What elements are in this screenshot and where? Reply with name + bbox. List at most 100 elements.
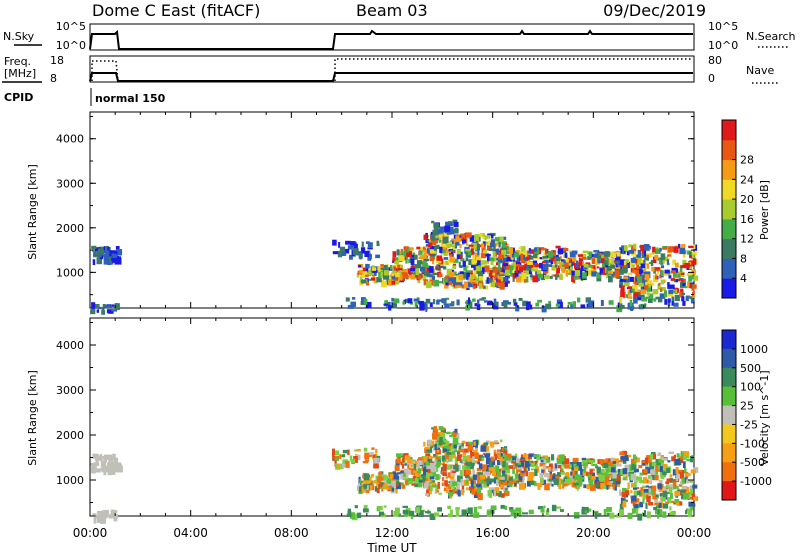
velocity-echo-cell: [433, 459, 437, 464]
power-echo-cell: [599, 253, 603, 256]
velocity-echo-cell: [421, 473, 427, 478]
velocity-echo-cell: [473, 483, 478, 487]
power-echo-cell: [570, 266, 573, 270]
velocity-echo-cell: [472, 456, 475, 463]
power-echo-cell: [497, 262, 501, 269]
power-echo-cell: [554, 264, 559, 272]
velocity-echo-cell: [541, 469, 544, 474]
velocity-echo-cell: [401, 463, 405, 469]
power-echo-cell: [627, 296, 633, 299]
velocity-echo-cell: [539, 463, 546, 467]
power-echo-cell: [659, 259, 664, 265]
velocity-echo-cell: [525, 461, 530, 468]
power-echo-cell: [655, 275, 658, 280]
power-echo-cell: [675, 262, 679, 268]
velocity-echo-cell: [447, 455, 453, 462]
velocity-echo-cell: [549, 481, 552, 486]
power-echo-cell: [523, 265, 530, 271]
velocity-echo-cell: [466, 508, 469, 513]
power-echo-cell: [587, 256, 592, 260]
velocity-echo-cell: [667, 460, 671, 463]
power-echo-cell: [512, 247, 515, 255]
power-echo-cell: [662, 287, 666, 291]
velocity-echo-cell: [476, 468, 480, 472]
velocity-echo-cell: [447, 472, 451, 478]
velocity-echo-cell: [422, 477, 426, 483]
velocity-echo-cell: [611, 464, 617, 467]
velocity-echo-cell: [453, 433, 460, 439]
power-echo-cell: [362, 267, 369, 273]
power-echo-cell: [568, 270, 574, 274]
power-echo-cell: [547, 264, 553, 267]
velocity-echo-cell: [622, 454, 629, 462]
velocity-echo-cell: [636, 476, 642, 481]
velocity-echo-cell: [365, 485, 369, 491]
power-echo-cell: [90, 309, 96, 315]
power-echo-cell: [468, 281, 473, 288]
power-echo-cell: [495, 301, 499, 307]
velocity-echo-cell: [460, 469, 467, 477]
velocity-echo-cell: [646, 495, 651, 502]
velocity-echo-cell: [450, 483, 455, 491]
velocity-echo-cell: [437, 458, 441, 464]
power-echo-cell: [408, 247, 414, 251]
power-echo-cell: [434, 239, 438, 244]
power-echo-cell: [480, 243, 485, 249]
velocity-echo-cell: [520, 480, 525, 484]
power-echo-cell: [485, 253, 491, 257]
velocity-echo-cell: [498, 481, 502, 485]
velocity-echo-cell: [622, 487, 627, 492]
power-echo-cell: [605, 270, 610, 276]
power-echo-cell: [590, 267, 595, 271]
power-echo-cell: [661, 265, 665, 269]
power-echo-cell: [403, 257, 407, 261]
velocity-echo-cell: [625, 464, 630, 471]
power-echo-cell: [681, 296, 685, 302]
power-colorbar-swatch: [722, 238, 736, 259]
power-echo-cell: [373, 266, 380, 270]
velocity-echo-cell: [692, 484, 698, 489]
velocity-echo-cell: [493, 449, 497, 453]
power-echo-cell: [94, 247, 101, 253]
velocity-echo-cell: [466, 487, 469, 491]
velocity-echo-cell: [364, 452, 370, 460]
freq-left-label-2: [MHz]: [4, 67, 36, 80]
velocity-echo-cell: [374, 486, 378, 492]
velocity-echo-cell: [480, 445, 487, 452]
power-echo-cell: [441, 244, 448, 251]
velocity-echo-cell: [548, 463, 553, 468]
velocity-echo-cell: [612, 472, 617, 479]
power-echo-cell: [489, 270, 494, 276]
velocity-echo-cell: [503, 491, 510, 496]
velocity-echo-cell: [570, 479, 576, 483]
velocity-echo-cell: [685, 479, 690, 484]
power-echo-cell: [502, 257, 509, 263]
velocity-colorbar-swatch: [722, 386, 736, 407]
power-echo-cell: [489, 257, 495, 262]
velocity-echo-cell: [472, 470, 475, 477]
power-echo-cell: [469, 280, 476, 283]
velocity-echo-cell: [545, 509, 549, 516]
power-echo-cell: [492, 267, 498, 273]
power-echo-cell: [588, 251, 592, 258]
noise-right-label: N.Search: [746, 30, 796, 43]
power-echo-cell: [601, 272, 607, 275]
velocity-echo-cell: [507, 483, 513, 486]
power-echo-cell: [449, 272, 455, 279]
power-echo-cell: [440, 241, 447, 248]
power-echo-cell: [556, 268, 560, 274]
velocity-echo-cell: [660, 496, 666, 502]
velocity-echo-cell: [609, 512, 615, 519]
velocity-echo-cell: [364, 459, 369, 462]
velocity-echo-cell: [446, 486, 449, 494]
power-echo-cell: [526, 256, 531, 260]
velocity-echo-cell: [383, 505, 387, 508]
velocity-echo-cell: [514, 466, 519, 469]
power-echo-cell: [476, 256, 482, 263]
power-echo-cell: [640, 289, 647, 295]
velocity-echo-cell: [686, 487, 689, 493]
power-echo-cell: [115, 246, 120, 250]
power-echo-cell: [601, 262, 605, 267]
velocity-echo-cell: [653, 506, 657, 511]
power-echo-cell: [438, 273, 443, 277]
